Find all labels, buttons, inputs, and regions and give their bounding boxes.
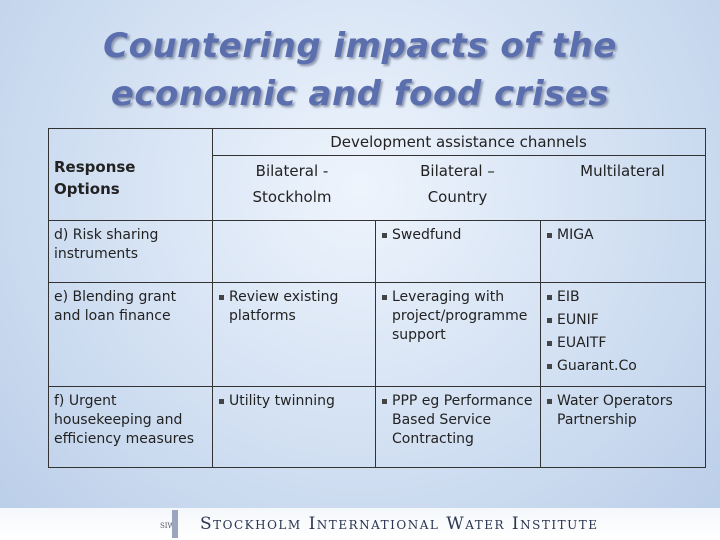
table-border <box>48 386 706 387</box>
table-border <box>48 282 706 283</box>
bullet-item: Guarant.Co <box>545 357 698 376</box>
column-header: Bilateral – Country <box>420 162 495 206</box>
row-label: d) Risk sharing instruments <box>54 227 159 262</box>
bullet-item: EIB <box>545 288 698 307</box>
cell: EIB EUNIF EUAITF Guarant.Co <box>545 288 698 380</box>
cell: PPP eg Performance Based Service Contrac… <box>380 392 533 453</box>
table-border <box>705 128 706 467</box>
bullet-item: PPP eg Performance Based Service Contrac… <box>380 392 533 449</box>
column-header: Response Options <box>54 158 136 198</box>
table-border <box>212 155 706 156</box>
row-label: f) Urgent housekeeping and efficiency me… <box>54 393 195 447</box>
table-border <box>48 220 706 221</box>
table-border <box>375 220 376 467</box>
bullet-item: MIGA <box>545 226 698 245</box>
title: economic and food crises <box>110 74 610 114</box>
table-border <box>48 467 706 468</box>
logo: SIWI <box>160 522 178 530</box>
cell: MIGA <box>545 226 698 249</box>
organization: Stockholm International Water Institute <box>200 514 599 534</box>
table-border <box>212 128 213 467</box>
bullet-item: Swedfund <box>380 226 533 245</box>
row-label: e) Blending grant and loan finance <box>54 289 177 324</box>
cell: Leveraging with project/programme suppor… <box>380 288 533 349</box>
title: Countering impacts of the <box>103 26 617 66</box>
group-header: Development assistance channels <box>330 133 587 151</box>
logo-bar <box>172 510 178 538</box>
cell: Utility twinning <box>217 392 368 415</box>
bullet-item: Leveraging with project/programme suppor… <box>380 288 533 345</box>
bullet-item: Review existing platforms <box>217 288 368 326</box>
bullet-item: EUNIF <box>545 311 698 330</box>
bullet-item: Water Operators Partnership <box>545 392 698 430</box>
footer: SIWI Stockholm International Water Insti… <box>0 508 720 540</box>
column-header: Bilateral - Stockholm <box>252 162 332 206</box>
cell: Review existing platforms <box>217 288 368 330</box>
cell: Water Operators Partnership <box>545 392 698 434</box>
bullet-item: Utility twinning <box>217 392 368 411</box>
table-border <box>48 128 706 129</box>
cell: Swedfund <box>380 226 533 249</box>
table-border <box>540 220 541 467</box>
column-header: Multilateral <box>580 162 665 180</box>
bullet-item: EUAITF <box>545 334 698 353</box>
table-border <box>48 128 49 467</box>
